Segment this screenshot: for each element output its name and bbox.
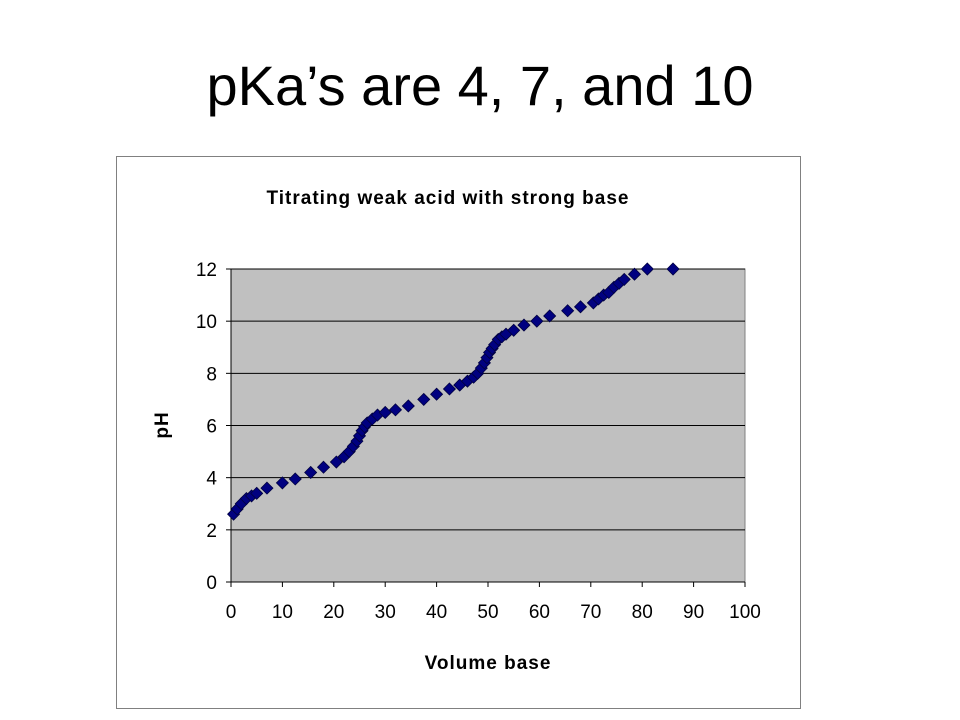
data-point (316, 460, 331, 474)
data-point (640, 262, 654, 276)
data-point (442, 382, 457, 396)
x-tick-label: 60 (529, 602, 550, 623)
x-tick-label: 70 (580, 602, 601, 623)
data-point (573, 300, 588, 314)
data-point (507, 323, 521, 337)
data-point (430, 387, 444, 401)
data-point (617, 272, 631, 286)
data-point (288, 472, 302, 486)
y-tick-label: 10 (196, 312, 217, 333)
y-tick-label: 4 (206, 469, 217, 490)
y-tick-label: 8 (206, 364, 217, 385)
data-point (388, 403, 403, 417)
slide-title: pKa’s are 4, 7, and 10 (206, 54, 754, 117)
x-tick-label: 20 (323, 602, 344, 623)
chart-frame: Titrating weak acid with strong base 0 2 4… (116, 156, 801, 709)
x-tick-label: 80 (632, 602, 653, 623)
y-tick-label: 0 (206, 573, 217, 594)
x-tick-label: 50 (477, 602, 498, 623)
data-point (517, 318, 531, 332)
data-point (561, 304, 575, 318)
data-point (543, 309, 557, 323)
data-point (275, 476, 289, 490)
x-axis-label: Volume base (425, 653, 552, 674)
chart-title: Titrating weak acid with strong base (267, 188, 630, 209)
data-point (401, 399, 415, 413)
x-tick-label: 0 (226, 602, 237, 623)
y-tick-label: 2 (206, 521, 217, 542)
x-tick-label: 30 (375, 602, 396, 623)
data-point (627, 267, 642, 281)
data-point (666, 262, 680, 276)
data-point (417, 392, 431, 406)
x-tick-label: 100 (729, 602, 761, 623)
x-axis-ticks: 0 10 20 30 40 50 60 70 80 90 100 (226, 581, 761, 623)
gridlines (231, 268, 745, 531)
y-axis-ticks: 0 2 4 6 8 10 12 (196, 260, 232, 594)
data-point (250, 486, 264, 500)
data-point (378, 405, 392, 420)
y-axis-label: pH (152, 411, 173, 438)
data-point (304, 465, 318, 480)
x-tick-label: 10 (272, 602, 293, 623)
y-tick-label: 12 (196, 260, 217, 281)
x-tick-label: 90 (683, 602, 704, 623)
data-point (329, 455, 343, 469)
data-point (260, 481, 274, 495)
y-tick-label: 6 (206, 417, 217, 438)
scatter-chart: Titrating weak acid with strong base 0 2 4… (152, 188, 761, 674)
x-tick-label: 40 (426, 602, 447, 623)
data-point (530, 314, 544, 328)
data-points (227, 262, 680, 521)
